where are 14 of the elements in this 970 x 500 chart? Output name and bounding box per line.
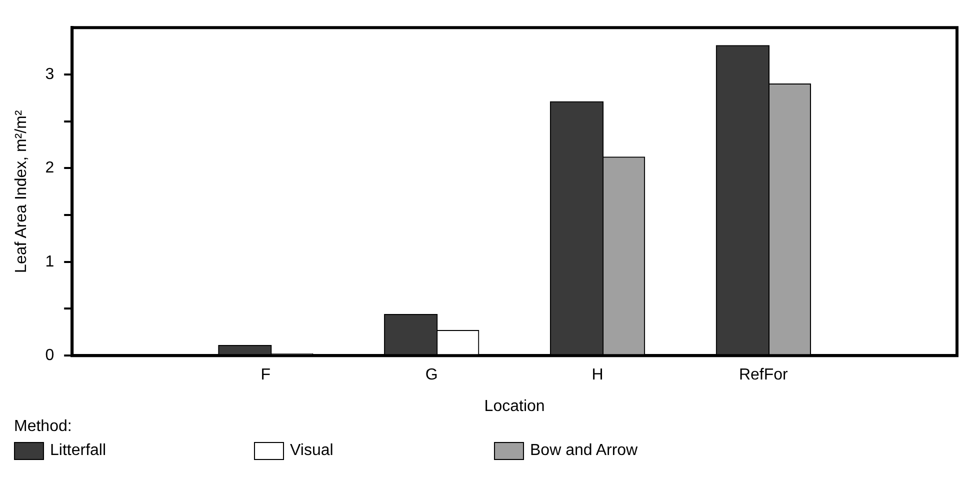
- y-tick-label: 3: [45, 66, 54, 83]
- x-tick-label: F: [260, 366, 271, 384]
- x-axis-title: Location: [484, 398, 545, 415]
- x-tick-label: RefFor: [738, 366, 789, 384]
- y-tick-label: 2: [45, 160, 54, 177]
- y-axis-title: Leaf Area Index, m²/m²: [13, 110, 30, 273]
- y-tick-label: 1: [45, 253, 54, 270]
- x-tick-label: G: [425, 366, 438, 384]
- y-tick-label: 0: [45, 347, 54, 364]
- legend-label: Visual: [290, 442, 334, 460]
- legend-label: Bow and Arrow: [530, 442, 638, 460]
- x-tick-label: H: [592, 366, 604, 384]
- legend-label: Litterfall: [50, 442, 106, 460]
- legend-title: Method:: [14, 418, 73, 436]
